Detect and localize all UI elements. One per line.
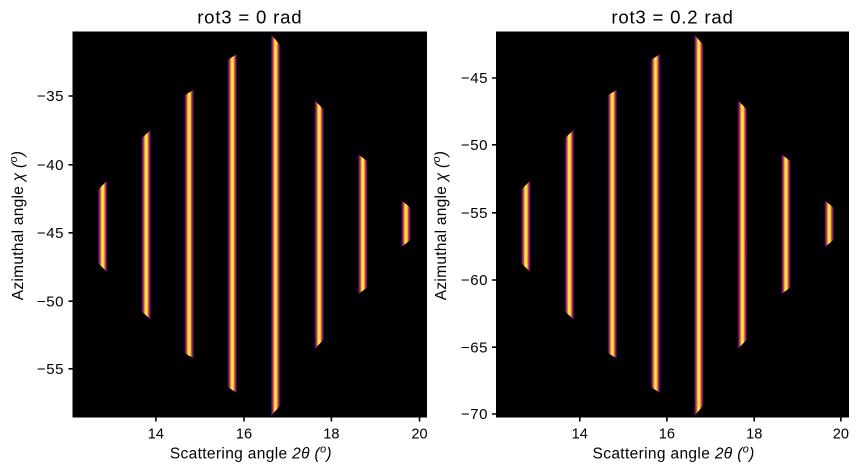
svg-text:16: 16 <box>236 426 252 442</box>
svg-text:Azimuthal angle χ (o): Azimuthal angle χ (o) <box>8 151 27 300</box>
svg-text:14: 14 <box>572 426 588 442</box>
svg-text:−50: −50 <box>37 293 64 310</box>
svg-text:−70: −70 <box>461 406 488 423</box>
svg-text:−45: −45 <box>37 225 64 242</box>
svg-text:Scattering angle 2θ (o): Scattering angle 2θ (o) <box>170 444 332 463</box>
svg-text:−65: −65 <box>461 339 488 356</box>
svg-text:−60: −60 <box>461 272 488 289</box>
svg-text:14: 14 <box>148 426 164 442</box>
svg-text:20: 20 <box>411 426 427 442</box>
svg-text:−35: −35 <box>37 88 64 105</box>
svg-text:Azimuthal angle χ (o): Azimuthal angle χ (o) <box>431 151 450 300</box>
svg-text:rot3 = 0.2 rad: rot3 = 0.2 rad <box>611 6 733 27</box>
svg-text:−40: −40 <box>37 157 64 174</box>
svg-text:20: 20 <box>833 426 849 442</box>
svg-text:rot3 = 0 rad: rot3 = 0 rad <box>197 6 302 27</box>
svg-text:−55: −55 <box>461 205 488 222</box>
svg-text:18: 18 <box>323 426 339 442</box>
svg-text:18: 18 <box>746 426 762 442</box>
svg-text:−50: −50 <box>461 137 488 154</box>
svg-text:−45: −45 <box>461 70 488 87</box>
svg-text:Scattering angle 2θ (o): Scattering angle 2θ (o) <box>593 444 755 463</box>
svg-text:16: 16 <box>659 426 675 442</box>
svg-text:−55: −55 <box>37 361 64 378</box>
